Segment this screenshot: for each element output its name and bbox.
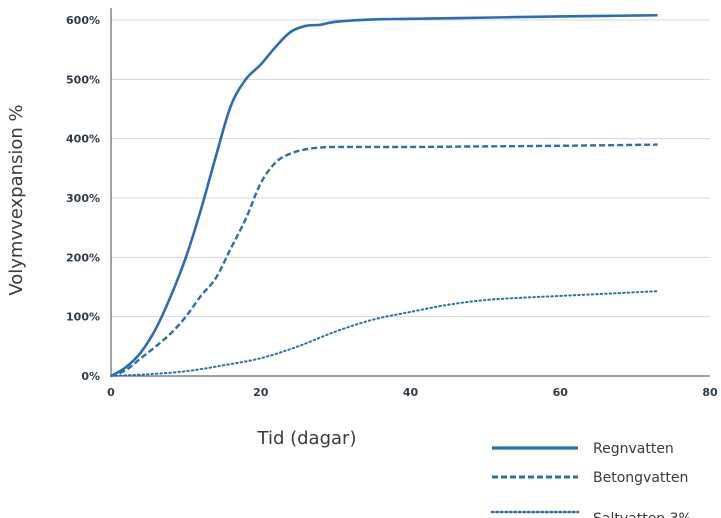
- series-line-regnvatten: [110, 13, 658, 378]
- legend-item-betongvatten: Betongvatten: [492, 470, 688, 486]
- y-tick-label: 600%: [66, 14, 100, 27]
- y-axis-title: Volymvvexpansion %: [6, 104, 27, 295]
- series-line-betongvatten: [110, 143, 658, 378]
- y-tick-label: 400%: [66, 133, 100, 146]
- y-tick-label: 300%: [66, 192, 100, 205]
- series-lines: [110, 13, 659, 378]
- x-tick-label: 0: [107, 386, 115, 399]
- x-tick-label: 20: [253, 386, 269, 399]
- legend-item-regnvatten: Regnvatten: [492, 441, 674, 457]
- grid-lines: [111, 19, 710, 318]
- y-tick-label: 200%: [66, 251, 100, 264]
- legend-item-saltvatten-3: Saltvatten 3%: [490, 510, 692, 518]
- x-axis-title: Tid (dagar): [257, 428, 357, 449]
- tick-labels: 0% 100% 200% 300% 400% 500% 600% 0 20 40 60 80: [66, 14, 718, 399]
- series-line-saltvatten-3: [110, 290, 659, 377]
- x-tick-label: 80: [702, 386, 718, 399]
- legend-label: Betongvatten: [593, 470, 688, 486]
- x-tick-label: 40: [403, 386, 419, 399]
- y-tick-label: 500%: [66, 73, 100, 86]
- legend: Regnvatten Betongvatten Saltvatten 3%: [490, 441, 692, 518]
- legend-label: Regnvatten: [593, 441, 674, 457]
- y-tick-label: 100%: [66, 311, 100, 324]
- legend-label: Saltvatten 3%: [593, 511, 692, 518]
- axes: [110, 8, 710, 377]
- x-tick-label: 60: [553, 386, 569, 399]
- y-tick-label: 0%: [81, 370, 100, 383]
